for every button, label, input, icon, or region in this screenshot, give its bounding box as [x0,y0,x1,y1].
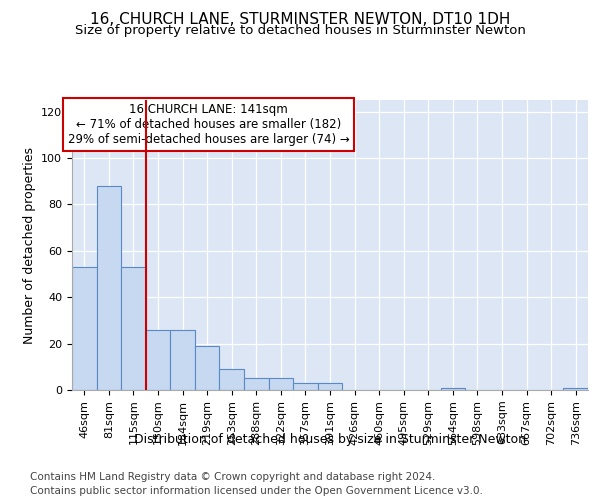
Bar [170,330,195,390]
Bar [72,267,97,390]
Bar [195,346,220,390]
Bar [293,383,318,390]
Bar [121,267,146,390]
Text: Contains HM Land Registry data © Crown copyright and database right 2024.: Contains HM Land Registry data © Crown c… [30,472,436,482]
Text: 16 CHURCH LANE: 141sqm
← 71% of detached houses are smaller (182)
29% of semi-de: 16 CHURCH LANE: 141sqm ← 71% of detached… [68,103,350,146]
Text: Size of property relative to detached houses in Sturminster Newton: Size of property relative to detached ho… [74,24,526,37]
Bar [269,378,293,390]
Bar [563,388,588,390]
Y-axis label: Number of detached properties: Number of detached properties [23,146,35,344]
Bar [146,330,170,390]
Bar [244,378,269,390]
Bar [440,388,465,390]
Text: 16, CHURCH LANE, STURMINSTER NEWTON, DT10 1DH: 16, CHURCH LANE, STURMINSTER NEWTON, DT1… [90,12,510,28]
Bar [97,186,121,390]
Text: Distribution of detached houses by size in Sturminster Newton: Distribution of detached houses by size … [134,432,526,446]
Bar [318,383,342,390]
Bar [220,369,244,390]
Text: Contains public sector information licensed under the Open Government Licence v3: Contains public sector information licen… [30,486,483,496]
